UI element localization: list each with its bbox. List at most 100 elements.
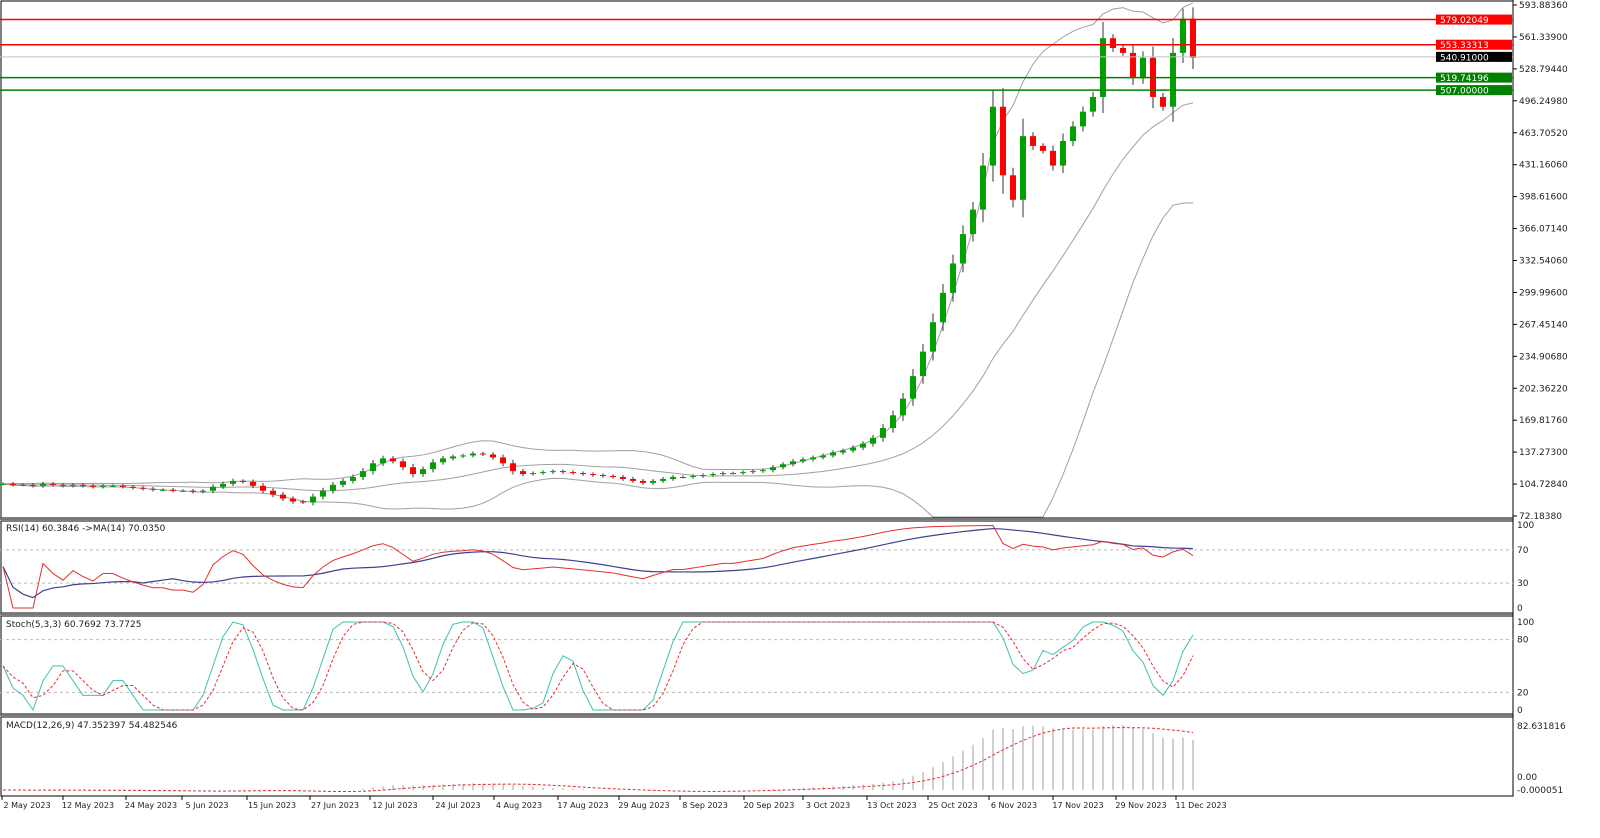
candle-body [720, 473, 726, 475]
candle-body [1070, 126, 1076, 142]
candle-body [230, 480, 236, 484]
candle-body [550, 471, 556, 473]
price-level-label: 579.02049 [1440, 16, 1489, 26]
candle-body [410, 467, 416, 475]
price-tick-label: 528.79440 [1519, 65, 1568, 75]
candle-body [870, 437, 876, 444]
price-tick-label: 398.61600 [1519, 193, 1568, 203]
candle-body [480, 453, 486, 455]
candle-body [1110, 38, 1116, 48]
date-tick-label: 20 Sep 2023 [744, 801, 795, 810]
price-level-label: 519.74196 [1440, 74, 1489, 84]
candle-body [360, 471, 366, 478]
candle-body [1010, 175, 1016, 200]
candle-body [120, 485, 126, 487]
candle-body [650, 480, 656, 483]
candle-body [920, 351, 926, 377]
candle-body [690, 476, 696, 478]
candle-body [490, 454, 496, 458]
candle-body [400, 461, 406, 468]
candle-body [820, 455, 826, 458]
candle-body [1030, 136, 1036, 146]
candle-body [790, 461, 796, 465]
candle-body [900, 398, 906, 416]
candle-body [770, 467, 776, 471]
stoch-label: Stoch(5,3,3) 60.7692 73.7725 [6, 620, 142, 630]
candle-body [610, 476, 616, 478]
price-tick-label: 593.88360 [1519, 1, 1568, 11]
date-tick-label: 17 Aug 2023 [557, 801, 608, 810]
candle-body [1050, 150, 1056, 166]
candle-body [890, 415, 896, 429]
candle-body [580, 473, 586, 475]
date-tick-label: 4 Aug 2023 [496, 801, 542, 810]
candle-body [130, 486, 136, 488]
candle-body [500, 457, 506, 464]
candle-body [560, 471, 566, 473]
candle-body [290, 498, 296, 502]
candle-body [320, 490, 326, 497]
rsi-tick-label: 30 [1517, 579, 1529, 589]
candle-body [530, 473, 536, 475]
candle-body [100, 485, 106, 487]
candle-body [860, 443, 866, 448]
candle-body [1020, 136, 1026, 200]
candle-body [590, 474, 596, 476]
macd-tick-label: -0.000051 [1517, 786, 1563, 796]
candle-body [1180, 18, 1186, 53]
candle-body [620, 477, 626, 479]
candle-body [570, 472, 576, 474]
candle-body [210, 486, 216, 491]
candle-body [470, 453, 476, 456]
candle-body [1190, 18, 1196, 58]
candle-body [430, 462, 436, 470]
candle-body [140, 487, 146, 489]
candle-body [960, 234, 966, 264]
candle-body [370, 463, 376, 472]
candle-body [280, 494, 286, 499]
candle-body [850, 447, 856, 451]
price-level-tag [1436, 72, 1512, 83]
candle-body [170, 489, 176, 491]
candle-body [660, 478, 666, 481]
candle-body [520, 471, 526, 475]
candle-body [510, 463, 516, 472]
candle-body [460, 455, 466, 457]
candle-body [330, 484, 336, 491]
price-tick-label: 234.90680 [1519, 352, 1568, 362]
panel-frame [0, 615, 1514, 715]
stoch-tick-label: 80 [1517, 636, 1529, 646]
candle-body [60, 484, 66, 486]
candle-body [990, 106, 996, 166]
candle-body [80, 484, 86, 486]
candle-body [220, 483, 226, 487]
candle-body [440, 458, 446, 463]
candle-body [830, 452, 836, 456]
candle-body [840, 450, 846, 453]
bollinger-middle [2, 102, 1194, 492]
candle-body [780, 464, 786, 468]
candle-body [250, 481, 256, 486]
rsi-ma-line [2, 527, 1194, 599]
candle-body [1000, 106, 1006, 176]
rsi-tick-label: 100 [1517, 521, 1534, 531]
candle-body [1090, 96, 1096, 112]
candle-body [910, 376, 916, 399]
candle-body [940, 292, 946, 323]
stoch-tick-label: 100 [1517, 618, 1534, 628]
rsi-label: RSI(14) 60.3846 ->MA(14) 70.0350 [6, 524, 166, 534]
candle-body [110, 485, 116, 487]
candle-body [800, 459, 806, 462]
candle-body [730, 473, 736, 475]
candle-body [190, 490, 196, 492]
price-tick-label: 366.07140 [1519, 225, 1568, 235]
candle-body [200, 490, 206, 492]
date-tick-label: 27 Jun 2023 [311, 801, 359, 810]
candle-body [160, 489, 166, 491]
price-tick-label: 267.45140 [1519, 320, 1568, 330]
candle-body [300, 501, 306, 503]
stoch-main-line [2, 621, 1194, 712]
candle-body [760, 470, 766, 472]
